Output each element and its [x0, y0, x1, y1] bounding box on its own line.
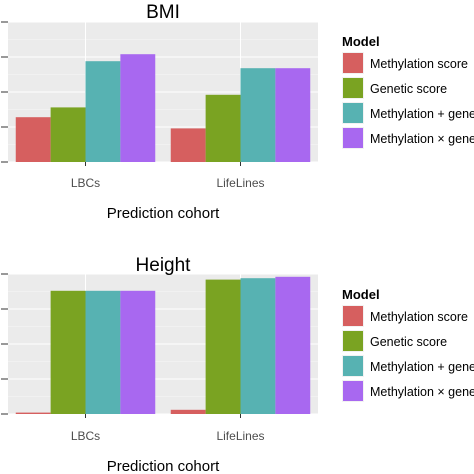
bmi-legend-key-3 — [343, 103, 363, 123]
height-legend-label-4: Methylation × genetic score — [370, 385, 474, 399]
bmi-bar-lifelines-series-4 — [275, 68, 311, 162]
height-x-axis-label: Prediction cohort — [107, 458, 220, 474]
bmi-legend-title: Model — [342, 34, 380, 49]
bmi-x-tick-label: LifeLines — [216, 176, 264, 190]
bmi-bar-lbcs-series-1 — [15, 117, 51, 162]
bmi-legend-label-3: Methylation + genetic score — [370, 107, 474, 121]
height-bar-lifelines-series-3 — [240, 278, 276, 414]
height-bar-lbcs-series-2 — [50, 290, 86, 414]
height-legend-label-1: Methylation score — [370, 310, 468, 324]
bmi-bar-lbcs-series-2 — [50, 107, 86, 162]
height-legend-label-2: Genetic score — [370, 335, 447, 349]
height-bar-lifelines-series-2 — [205, 279, 241, 414]
height-bar-lifelines-series-4 — [275, 276, 311, 414]
bmi-bar-lbcs-series-4 — [120, 54, 156, 163]
height-x-tick-label: LifeLines — [216, 429, 264, 443]
height-legend-key-4 — [343, 381, 363, 401]
bmi-legend-key-2 — [343, 78, 363, 98]
height-legend-key-1 — [343, 306, 363, 326]
bmi-bar-lifelines-series-3 — [240, 68, 276, 162]
height-bar-lifelines-series-1 — [170, 409, 206, 414]
bmi-x-tick-label: LBCs — [71, 176, 100, 190]
height-bar-lbcs-series-4 — [120, 290, 156, 414]
bmi-bar-lifelines-series-1 — [170, 128, 206, 162]
height-bar-lbcs-series-1 — [15, 412, 51, 414]
height-legend-label-3: Methylation + genetic score — [370, 360, 474, 374]
height-legend-key-2 — [343, 331, 363, 351]
height-chart-title: Height — [136, 255, 192, 276]
height-legend-key-3 — [343, 356, 363, 376]
bmi-legend-label-1: Methylation score — [370, 57, 468, 71]
bmi-legend-key-1 — [343, 53, 363, 73]
bmi-chart-title: BMI — [146, 2, 180, 23]
height-legend-title: Model — [342, 287, 380, 302]
bmi-bar-lifelines-series-2 — [205, 94, 241, 162]
height-bar-lbcs-series-3 — [85, 290, 121, 414]
bmi-legend-label-2: Genetic score — [370, 82, 447, 96]
height-x-tick-label: LBCs — [71, 429, 100, 443]
bmi-bar-lbcs-series-3 — [85, 61, 121, 163]
bmi-legend-key-4 — [343, 128, 363, 148]
bmi-legend-label-4: Methylation × genetic score — [370, 132, 474, 146]
bmi-x-axis-label: Prediction cohort — [107, 205, 220, 222]
